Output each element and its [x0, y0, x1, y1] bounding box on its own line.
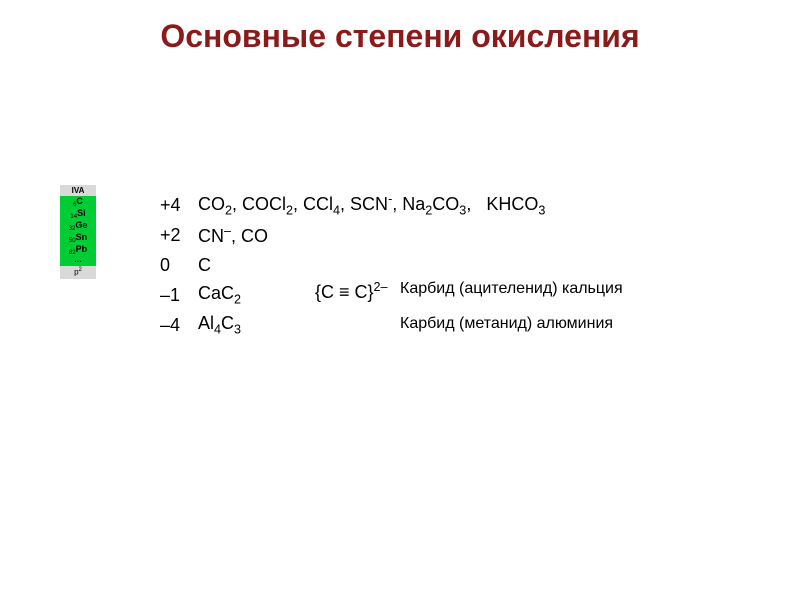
oxidation-row: +4CO2, COCl2, CCl4, SCN-, Na2CO3, KHCO3	[160, 190, 545, 220]
oxidation-row: 0C	[160, 250, 545, 280]
oxidation-state: –1	[160, 285, 192, 306]
pt-element-Ge: 32Ge	[60, 220, 96, 232]
acetylide-ion-formula: {C ≡ C}2–	[315, 280, 388, 303]
pt-ellipsis: …	[60, 255, 96, 266]
pt-element-C: 6C	[60, 196, 96, 208]
page-title: Основные степени окисления	[0, 18, 800, 55]
periodic-table-column: IVA 6C14Si32Ge50Sn82Pb…p2	[60, 185, 96, 279]
oxidation-state: +4	[160, 195, 192, 216]
oxidation-row: +2CN–, CO	[160, 220, 545, 250]
carbide-label: Карбид (ацителенид) кальция	[400, 280, 623, 298]
pt-element-Si: 14Si	[60, 208, 96, 220]
oxidation-state: –4	[160, 315, 192, 336]
carbide-label: Карбид (метанид) алюминия	[400, 315, 613, 333]
compound-list: C	[192, 255, 211, 276]
pt-element-Sn: 50Sn	[60, 232, 96, 244]
compound-list: CO2, COCl2, CCl4, SCN-, Na2CO3, KHCO3	[192, 192, 545, 218]
pt-group-header: IVA	[60, 185, 96, 196]
oxidation-state: +2	[160, 225, 192, 246]
pt-element-Pb: 82Pb	[60, 244, 96, 256]
pt-config-tail: p2	[60, 266, 96, 278]
compound-list: CN–, CO	[192, 224, 268, 247]
compound-list: CaC2	[192, 283, 241, 307]
compound-list: Al4C3	[192, 313, 241, 337]
oxidation-state: 0	[160, 255, 192, 276]
